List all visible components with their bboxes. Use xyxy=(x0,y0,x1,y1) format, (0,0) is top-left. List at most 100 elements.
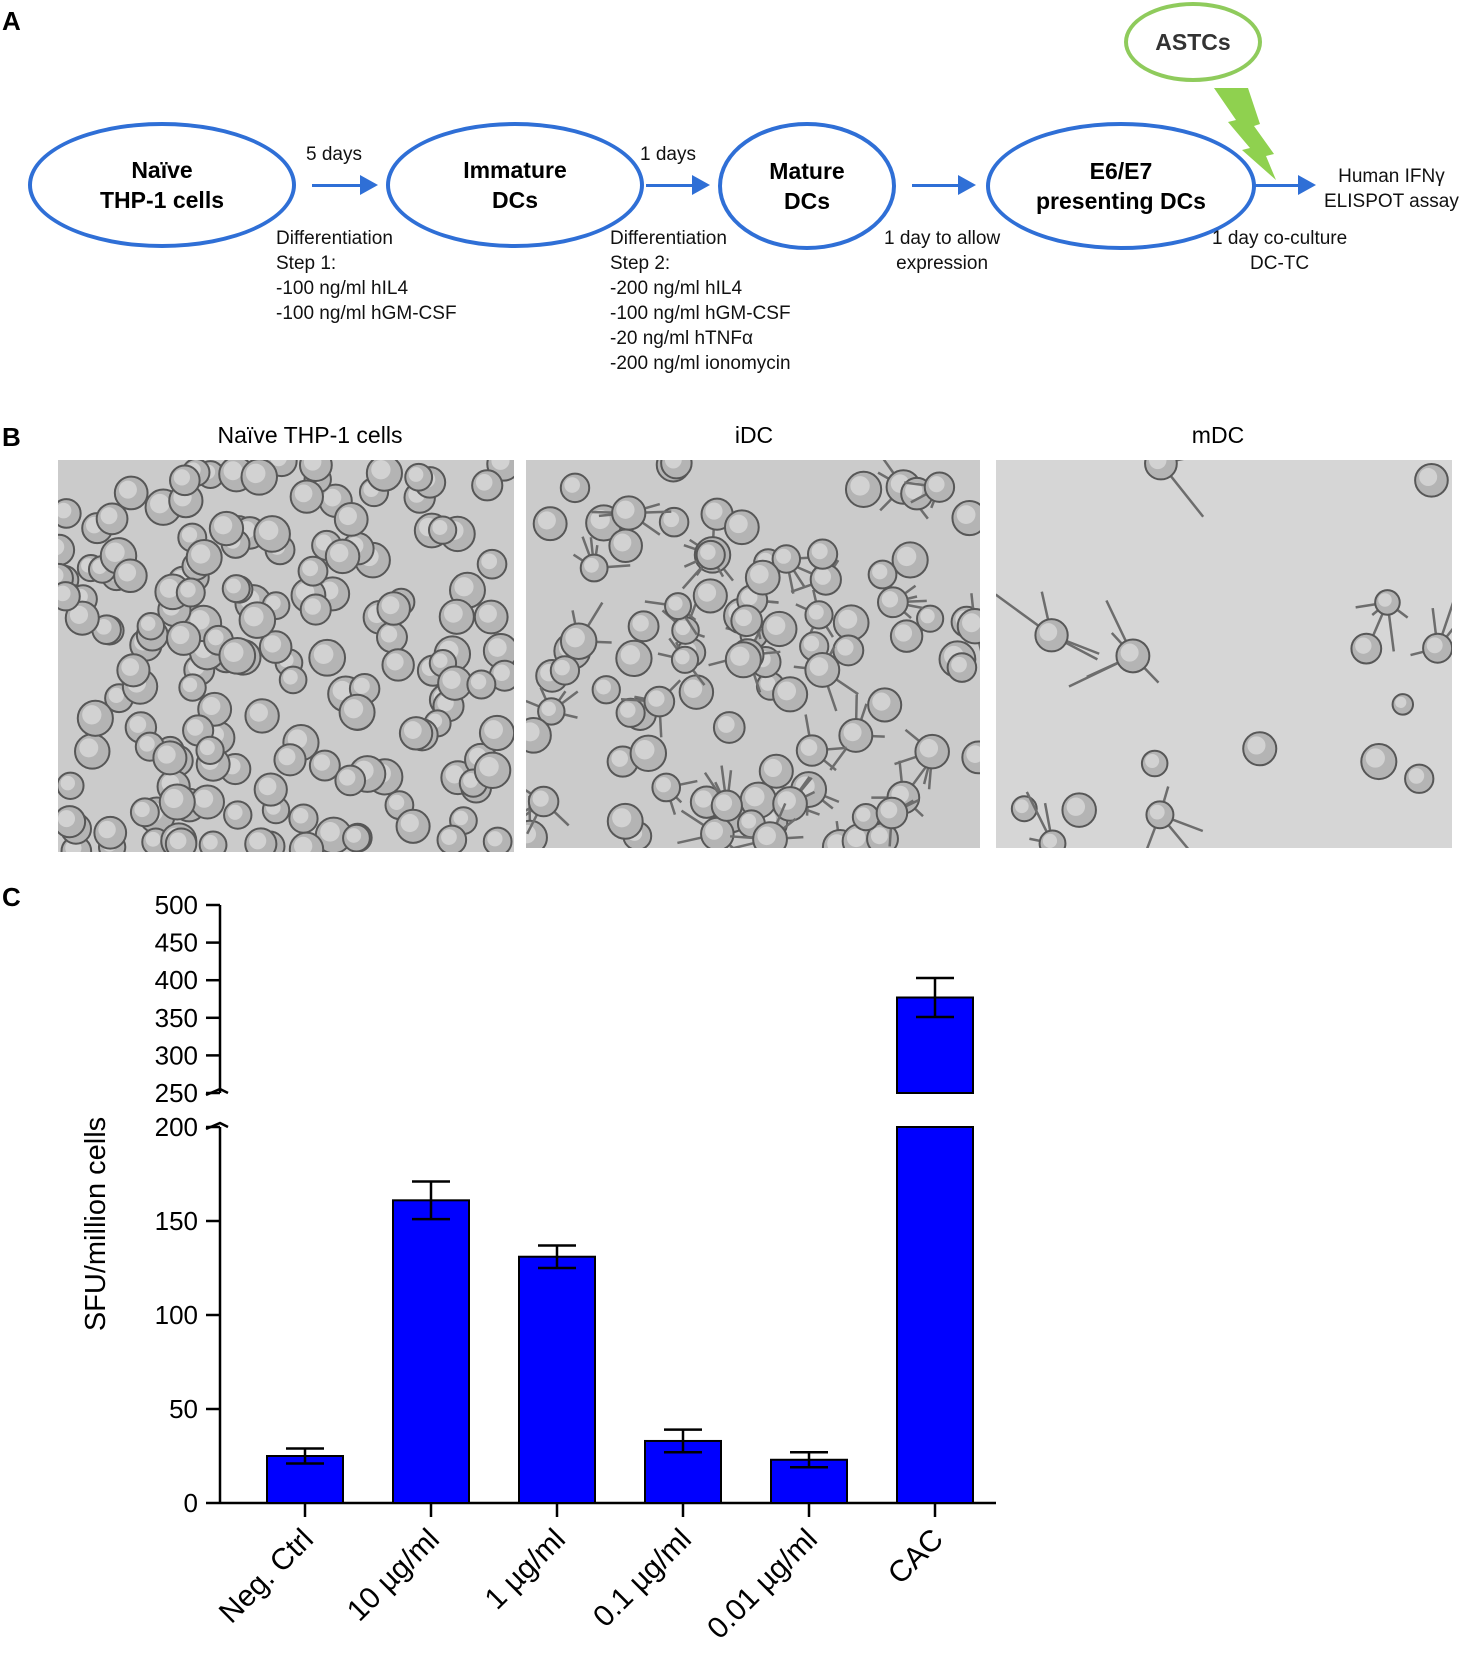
node-mature-dcs: Mature DCs xyxy=(718,122,896,250)
y-tick-label: 400 xyxy=(155,965,198,995)
micrograph-naive-thp1 xyxy=(58,460,514,852)
cell-shape xyxy=(116,653,151,688)
endpoint-line: ELISPOT assay xyxy=(1324,191,1459,212)
astcs-node: ASTCs xyxy=(1124,2,1262,82)
step2-line: -100 ng/ml hGM-CSF xyxy=(610,303,791,324)
cell-shape xyxy=(644,592,698,636)
cell-shape xyxy=(657,637,706,686)
y-tick-label: 300 xyxy=(155,1040,198,1070)
cell-shape xyxy=(58,771,85,800)
cell-shape xyxy=(956,593,980,652)
cell-shape xyxy=(476,548,508,580)
cell-shape xyxy=(365,460,403,492)
cell-shape xyxy=(158,783,196,821)
cell-shape xyxy=(615,697,646,728)
bar-lower-segment xyxy=(896,1126,974,1504)
cell-shape xyxy=(876,584,927,619)
cell-shape xyxy=(951,499,980,537)
cell-shape xyxy=(58,581,81,612)
step1-note: Differentiation Step 1: -100 ng/ml hIL4 … xyxy=(276,226,457,326)
cell-shape xyxy=(758,753,794,789)
node-naive-thp1: Naïve THP-1 cells xyxy=(28,122,296,248)
cell-shape xyxy=(169,464,201,497)
y-tick-label: 500 xyxy=(155,890,198,920)
cell-shape xyxy=(712,711,746,744)
cell-shape xyxy=(244,827,278,852)
cell-shape xyxy=(1355,589,1409,652)
coculture-note: 1 day co-culture DC-TC xyxy=(1212,226,1347,276)
cell-shape xyxy=(471,469,504,502)
coculture-line: 1 day co-culture xyxy=(1212,228,1348,249)
cell-shape xyxy=(175,577,206,608)
cell-shape xyxy=(333,501,369,537)
x-tick-label: 0.01 µg/ml xyxy=(701,1523,824,1646)
cell-shape xyxy=(221,574,251,604)
cell-shape xyxy=(772,676,809,713)
step2-note: Differentiation Step 2: -200 ng/ml hIL4 … xyxy=(610,226,791,376)
cell-shape xyxy=(152,740,188,776)
endpoint-note: Human IFNγ ELISPOT assay xyxy=(1324,164,1459,214)
cell-shape xyxy=(129,797,160,828)
cell-shape xyxy=(58,533,76,567)
cell-shape xyxy=(473,751,512,790)
cell-shape xyxy=(376,621,408,654)
bar xyxy=(392,1199,470,1504)
cell-shape xyxy=(606,802,644,840)
arrow-2 xyxy=(646,175,710,195)
cell-shape xyxy=(724,641,762,679)
cell-shape xyxy=(891,541,929,579)
coculture-line: DC-TC xyxy=(1250,253,1310,274)
cell-shape xyxy=(427,515,458,545)
cell-shape xyxy=(436,824,468,852)
y-tick-label: 150 xyxy=(155,1206,198,1236)
node-e6e7-line1: E6/E7 xyxy=(1089,158,1153,184)
cell-shape xyxy=(166,620,202,656)
cell-shape xyxy=(961,740,980,775)
micrograph-idc xyxy=(526,460,980,848)
cell-shape xyxy=(95,502,129,536)
cell-shape xyxy=(683,539,726,578)
cell-shape xyxy=(438,598,475,635)
cell-shape xyxy=(381,648,415,682)
cell-shape xyxy=(1061,792,1097,828)
y-axis-title: SFU/million cells xyxy=(80,1117,112,1331)
cell-shape xyxy=(478,714,514,752)
cell-shape xyxy=(395,808,431,844)
panel-a-letter: A xyxy=(2,6,21,36)
cell-shape xyxy=(288,831,325,852)
cell-shape xyxy=(189,784,225,820)
cell-shape xyxy=(795,589,835,647)
cell-shape xyxy=(244,698,280,734)
cell-shape xyxy=(74,733,111,770)
lightning-icon xyxy=(1214,88,1276,180)
cell-shape xyxy=(288,803,319,834)
cell-shape xyxy=(744,559,781,596)
cell-shape xyxy=(867,687,903,723)
node-e6e7-dcs: E6/E7 presenting DCs xyxy=(986,122,1256,250)
arrow-4 xyxy=(1252,175,1316,195)
cell-shape xyxy=(678,674,715,710)
bar-chart-sfu: 0 50 100 150 200 250 300 350 400 450 500 SFU/millio… xyxy=(80,890,996,1646)
cell-shape xyxy=(240,460,278,496)
x-tick-label: CAC xyxy=(882,1523,950,1591)
cell-shape xyxy=(324,538,361,575)
error-bar xyxy=(790,1450,828,1469)
cell-shape xyxy=(608,528,643,564)
cell-shape xyxy=(238,601,277,639)
step1-line: Differentiation xyxy=(276,228,393,249)
cell-shape xyxy=(308,749,341,782)
cell-shape xyxy=(113,558,148,594)
cell-shape xyxy=(591,675,621,705)
y-tick-label: 350 xyxy=(155,1003,198,1033)
cell-shape xyxy=(1242,731,1278,767)
cell-shape xyxy=(651,772,698,816)
panel-c-letter: C xyxy=(2,882,21,912)
cell-shape xyxy=(660,460,693,480)
step2-line: -200 ng/ml ionomycin xyxy=(610,353,791,374)
step2-line: -200 ng/ml hIL4 xyxy=(610,278,743,299)
step2-line: -20 ng/ml hTNFα xyxy=(610,328,753,349)
expression-line: 1 day to allow xyxy=(884,228,1001,249)
step1-line: Step 1: xyxy=(276,253,337,274)
cell-shape xyxy=(1140,749,1169,778)
expression-line: expression xyxy=(896,253,989,274)
